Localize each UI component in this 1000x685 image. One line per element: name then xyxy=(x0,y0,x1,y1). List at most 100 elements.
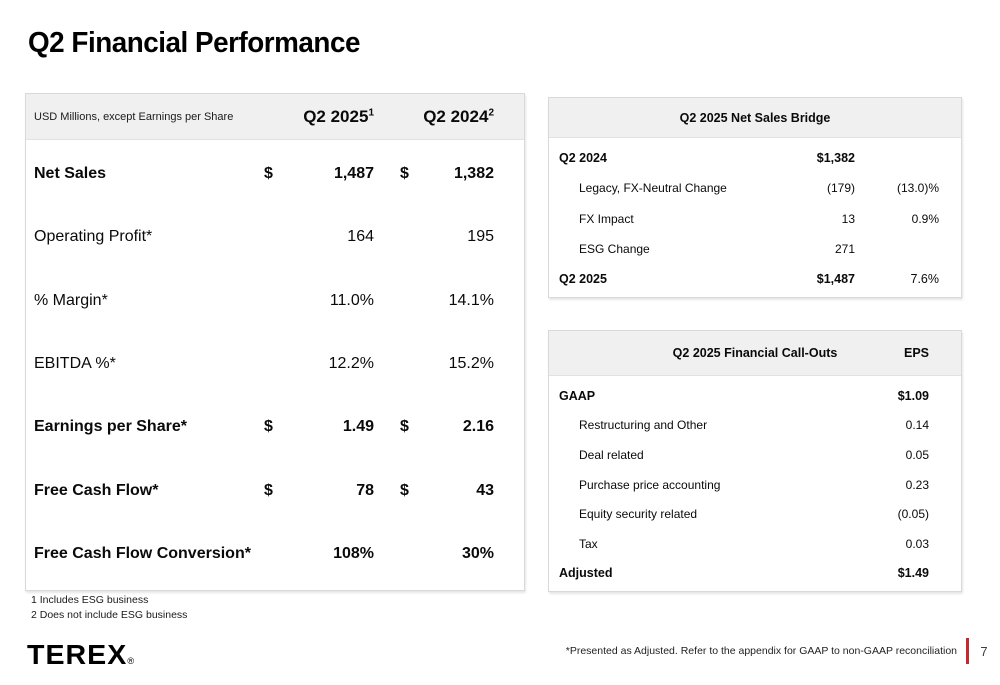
table-row: Adjusted $1.49 xyxy=(549,558,961,588)
column-header-q2-2024: Q2 20242 xyxy=(400,107,494,127)
footnote-marker-1: 1 xyxy=(368,106,374,118)
row-value: 0.05 xyxy=(905,447,929,462)
table-row: Q2 2024 $1,382 xyxy=(549,143,961,173)
table-row: EBITDA %* 12.2% 15.2% xyxy=(26,332,524,395)
net-sales-bridge-table: Q2 2025 Net Sales Bridge Q2 2024 $1,382 … xyxy=(548,97,962,298)
unit-note: USD Millions, except Earnings per Share xyxy=(34,110,234,123)
adjusted-disclaimer-note: *Presented as Adjusted. Refer to the app… xyxy=(565,645,957,657)
row-label: EBITDA %* xyxy=(34,354,116,372)
value-q2-2025: 11.0% xyxy=(329,291,374,309)
callouts-table-header: Q2 2025 Financial Call-Outs EPS xyxy=(549,331,961,376)
row-label: Restructuring and Other xyxy=(579,418,708,433)
financials-table-header: USD Millions, except Earnings per Share … xyxy=(26,94,524,140)
page-number: 7 xyxy=(980,643,988,659)
row-label: Equity security related xyxy=(579,507,698,522)
value-q2-2024: 30% xyxy=(461,545,494,563)
currency-symbol: $ xyxy=(400,164,409,182)
value-q2-2025: 164 xyxy=(347,228,374,246)
row-label: Tax xyxy=(579,536,598,551)
bridge-table-body: Q2 2024 $1,382 Legacy, FX-Neutral Change… xyxy=(549,138,961,297)
value-q2-2024: 14.1% xyxy=(448,291,494,309)
value-q2-2024: 1,382 xyxy=(453,164,494,182)
table-row: ESG Change 271 xyxy=(549,234,961,264)
table-row: Tax 0.03 xyxy=(549,529,961,559)
row-value: 13 xyxy=(841,211,855,226)
row-value: $1,382 xyxy=(816,151,855,166)
value-q2-2025: 1.49 xyxy=(342,418,374,436)
footnote-2: 2 Does not include ESG business xyxy=(31,609,188,621)
column-header-q2-2025-text: Q2 2025 xyxy=(303,106,369,126)
row-percent: 7.6% xyxy=(910,271,940,286)
footnote-1: 1 Includes ESG business xyxy=(31,594,149,606)
row-label: Net Sales xyxy=(34,164,107,182)
row-label: Q2 2024 xyxy=(559,151,607,166)
row-value: $1.09 xyxy=(897,388,929,403)
value-q2-2025: 78 xyxy=(356,481,374,499)
bridge-table-header: Q2 2025 Net Sales Bridge xyxy=(549,98,961,138)
row-label: ESG Change xyxy=(579,241,650,256)
row-value: 0.23 xyxy=(905,477,929,492)
currency-symbol: $ xyxy=(264,164,273,182)
row-label: Free Cash Flow Conversion* xyxy=(34,545,251,563)
row-label: Legacy, FX-Neutral Change xyxy=(579,181,727,196)
table-row: Free Cash Flow Conversion* 108% 30% xyxy=(26,523,524,586)
page-title: Q2 Financial Performance xyxy=(28,27,360,59)
row-label: Q2 2025 xyxy=(559,271,607,286)
row-value: 0.03 xyxy=(905,536,929,551)
value-q2-2025: 12.2% xyxy=(328,354,374,372)
table-row: Operating Profit* 164 195 xyxy=(26,205,524,268)
row-label: Adjusted xyxy=(559,566,613,581)
currency-symbol: $ xyxy=(264,418,273,436)
currency-symbol: $ xyxy=(264,481,273,499)
row-value: $1,487 xyxy=(816,271,855,286)
terex-logo-text: TEREX xyxy=(27,639,128,670)
page-number-divider xyxy=(966,638,969,664)
financials-table: USD Millions, except Earnings per Share … xyxy=(25,93,525,591)
value-q2-2024: 43 xyxy=(476,481,494,499)
table-row: Earnings per Share* $ 1.49 $ 2.16 xyxy=(26,396,524,459)
table-row: FX Impact 13 0.9% xyxy=(549,203,961,233)
footnote-marker-2: 2 xyxy=(488,106,494,118)
table-row: Legacy, FX-Neutral Change (179) (13.0)% xyxy=(549,173,961,203)
value-q2-2024: 195 xyxy=(467,228,494,246)
row-label: Operating Profit* xyxy=(34,228,153,246)
footer-right: *Presented as Adjusted. Refer to the app… xyxy=(566,637,990,665)
registered-trademark-symbol: ® xyxy=(127,656,135,666)
row-value: $1.49 xyxy=(897,566,929,581)
row-value: (0.05) xyxy=(897,507,929,522)
table-footnotes: 1 Includes ESG business 2 Does not inclu… xyxy=(31,593,187,623)
row-value: 271 xyxy=(834,241,855,256)
table-row: Restructuring and Other 0.14 xyxy=(549,411,961,441)
table-row: Net Sales $ 1,487 $ 1,382 xyxy=(26,142,524,205)
financials-table-body: Net Sales $ 1,487 $ 1,382 Operating Prof… xyxy=(26,140,524,590)
row-percent: 0.9% xyxy=(911,211,939,226)
row-label: Earnings per Share* xyxy=(34,418,187,436)
row-label: FX Impact xyxy=(579,211,634,226)
row-label: Deal related xyxy=(579,447,644,462)
financial-callouts-table: Q2 2025 Financial Call-Outs EPS GAAP $1.… xyxy=(548,330,962,592)
value-q2-2025: 1,487 xyxy=(333,164,374,182)
bridge-table-title: Q2 2025 Net Sales Bridge xyxy=(679,110,831,125)
eps-column-header: EPS xyxy=(903,346,929,360)
table-row: Purchase price accounting 0.23 xyxy=(549,470,961,500)
table-row: Free Cash Flow* $ 78 $ 43 xyxy=(26,459,524,522)
currency-symbol: $ xyxy=(400,481,409,499)
callouts-table-body: GAAP $1.09 Restructuring and Other 0.14 … xyxy=(549,376,961,591)
table-row: GAAP $1.09 xyxy=(549,381,961,411)
row-label: Purchase price accounting xyxy=(579,477,721,492)
row-value: 0.14 xyxy=(905,418,929,433)
table-row: % Margin* 11.0% 14.1% xyxy=(26,269,524,332)
terex-logo: TEREX® xyxy=(27,639,134,671)
table-row: Q2 2025 $1,487 7.6% xyxy=(549,264,961,294)
row-label: Free Cash Flow* xyxy=(34,481,159,499)
row-value: (179) xyxy=(826,181,855,196)
table-row: Equity security related (0.05) xyxy=(549,499,961,529)
row-label: % Margin* xyxy=(34,291,108,309)
row-percent: (13.0)% xyxy=(896,181,939,196)
column-header-q2-2024-text: Q2 2024 xyxy=(423,106,489,126)
callouts-table-title: Q2 2025 Financial Call-Outs xyxy=(672,346,838,360)
column-header-q2-2025: Q2 20251 xyxy=(264,107,374,127)
value-q2-2024: 2.16 xyxy=(462,418,494,436)
table-row: Deal related 0.05 xyxy=(549,440,961,470)
